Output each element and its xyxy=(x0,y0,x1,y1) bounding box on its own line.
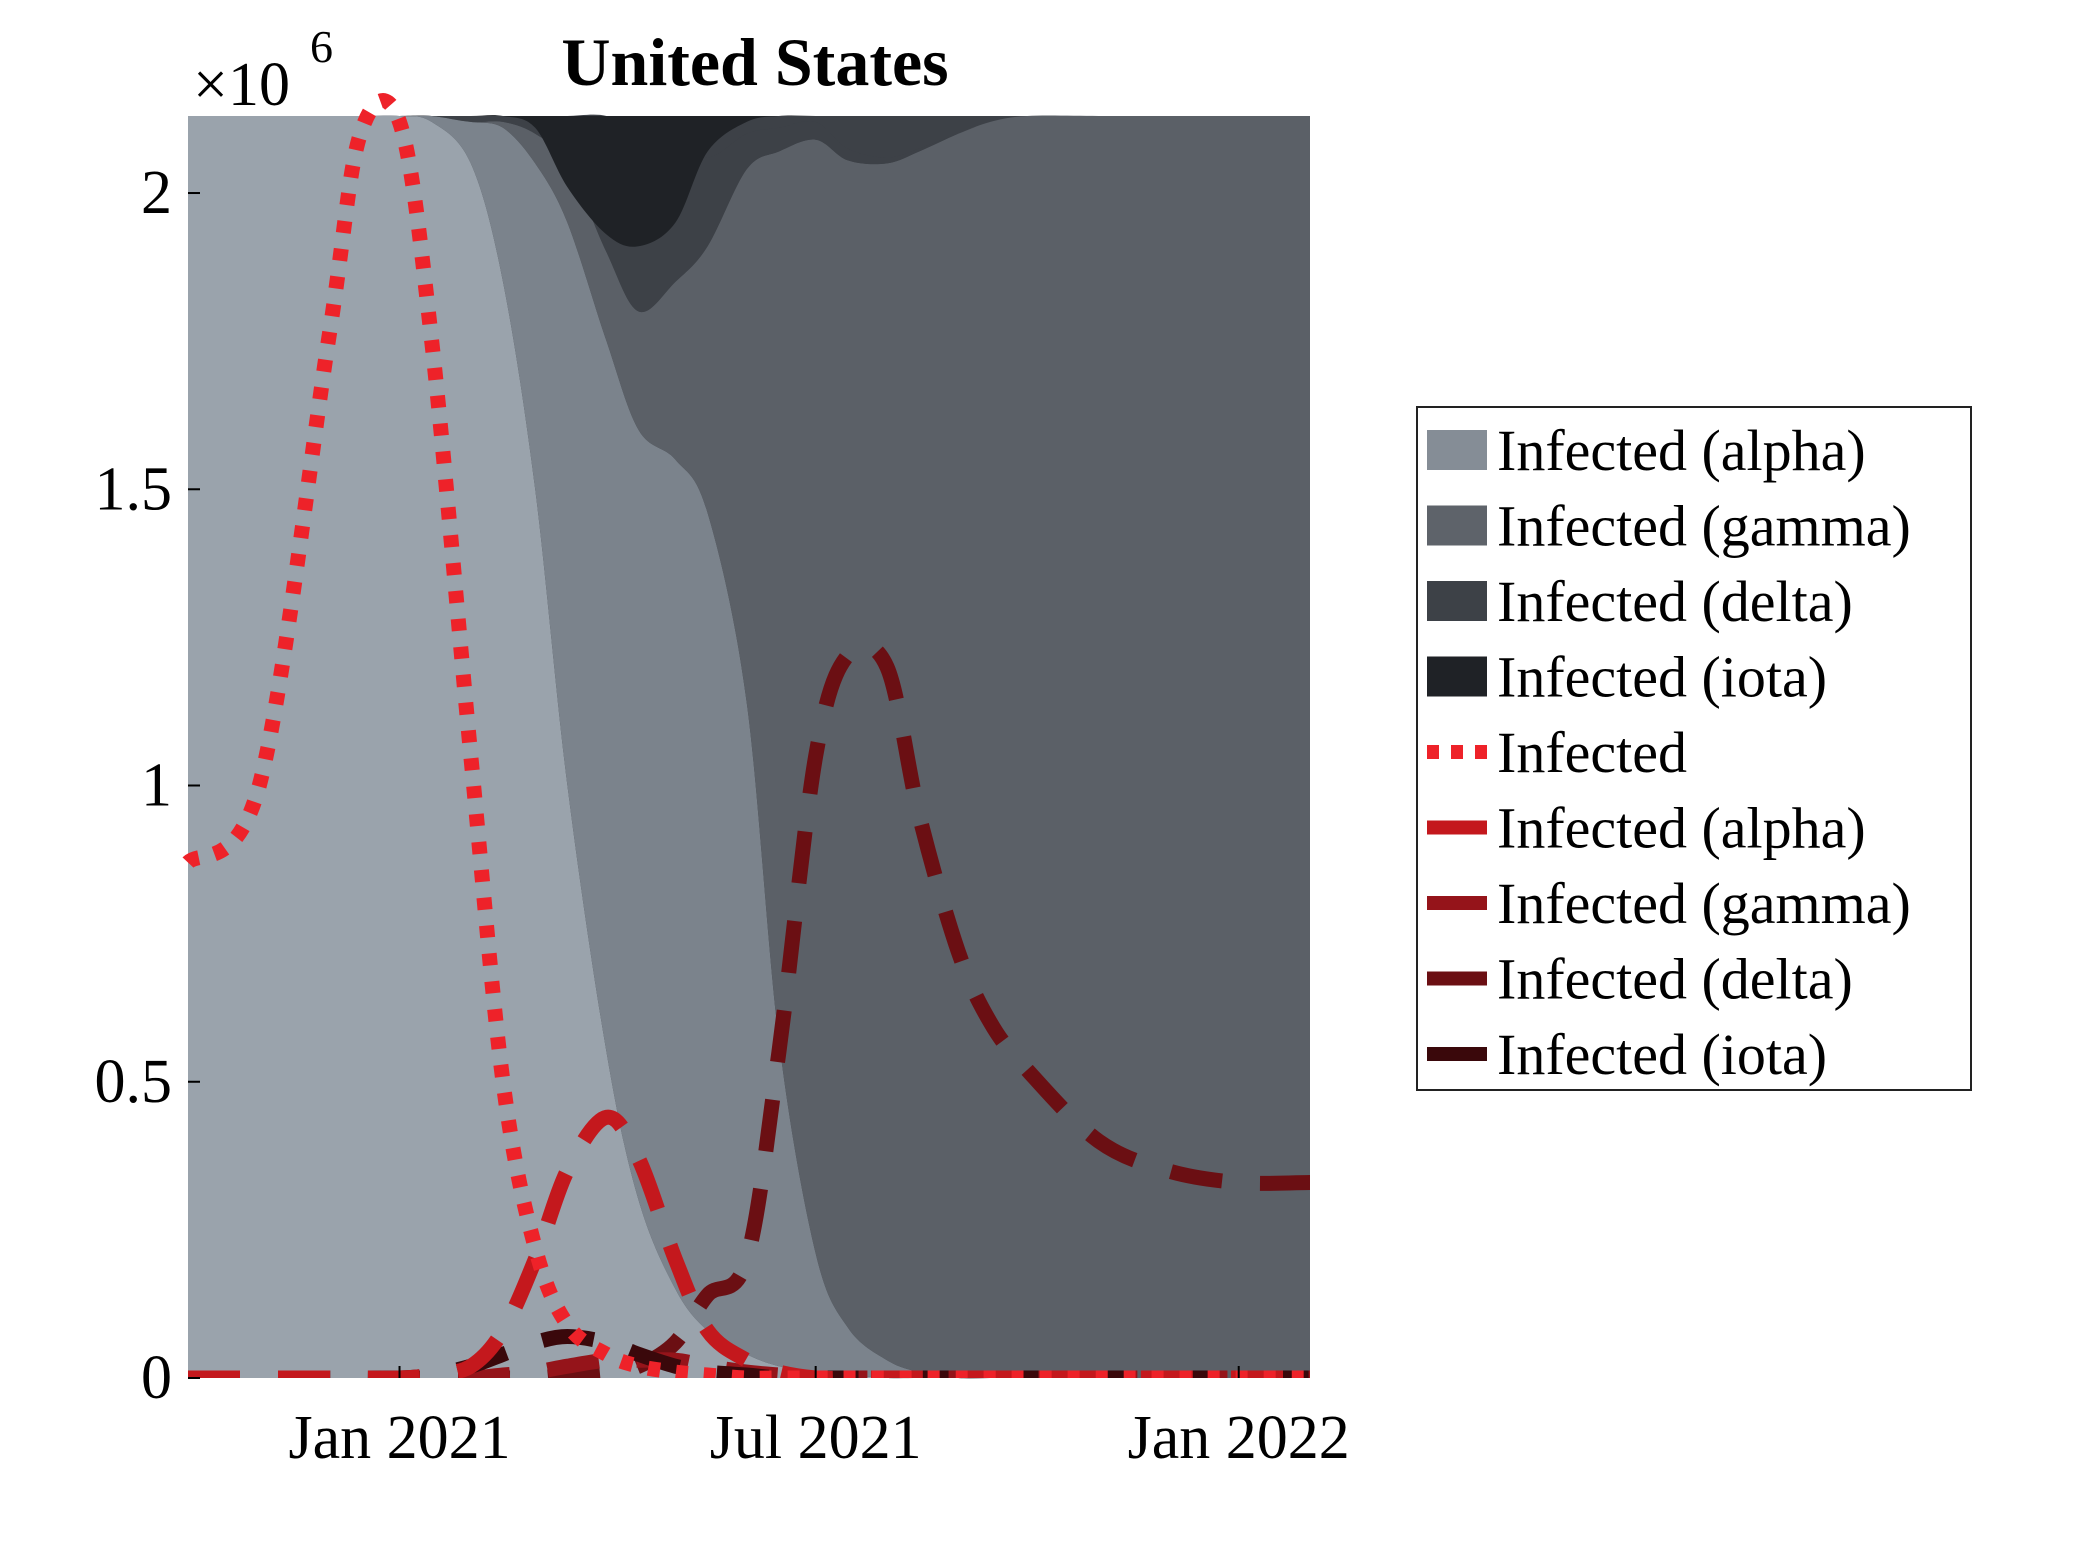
legend-entry-8: Infected (iota) xyxy=(1427,1022,1827,1087)
legend-label-5: Infected (alpha) xyxy=(1497,796,1866,861)
chart-title: United States xyxy=(561,24,948,100)
legend-label-7: Infected (delta) xyxy=(1497,947,1853,1012)
legend-entry-1: Infected (gamma) xyxy=(1427,494,1911,559)
legend-swatch-1 xyxy=(1427,505,1487,546)
legend-box xyxy=(1416,406,1972,1091)
y-exponent-power: 6 xyxy=(310,21,333,72)
series-lines xyxy=(182,93,1310,1378)
legend-swatch-2 xyxy=(1427,581,1487,621)
line-infected-0 xyxy=(182,93,1310,1378)
legend-label-6: Infected (gamma) xyxy=(1497,871,1911,936)
y-tick-label-0: 0 xyxy=(141,1344,172,1412)
line-infected-alpha--1 xyxy=(188,1109,1310,1378)
legend-entry-2: Infected (delta) xyxy=(1427,569,1853,634)
legend-swatch-3 xyxy=(1427,656,1487,697)
legend-entry-5: Infected (alpha) xyxy=(1427,796,1866,861)
legend-label-1: Infected (gamma) xyxy=(1497,494,1911,559)
area-infected-alpha--0 xyxy=(188,115,1310,1379)
stacked-areas xyxy=(188,114,1310,1379)
legend-label-3: Infected (iota) xyxy=(1497,645,1827,710)
area-infected-iota--3 xyxy=(188,114,1310,313)
legend-entry-4: Infected xyxy=(1427,720,1687,785)
y-exponent-base: ×10 xyxy=(193,51,290,119)
legend: Infected (alpha) Infected (gamma) Infected… xyxy=(1416,406,1972,1091)
legend-swatch-0 xyxy=(1427,430,1487,470)
legend-label-2: Infected (delta) xyxy=(1497,569,1853,634)
x-tick-label-2: Jan 2022 xyxy=(1128,1404,1350,1472)
area-infected-delta--2 xyxy=(188,115,1310,1379)
legend-entry-7: Infected (delta) xyxy=(1427,947,1853,1012)
y-tick-label-4: 2 xyxy=(141,159,172,227)
y-tick-label-2: 1 xyxy=(141,752,172,820)
line-infected-delta--3 xyxy=(188,637,1310,1378)
area-infected-gamma--1 xyxy=(188,115,1310,1379)
legend-entry-3: Infected (iota) xyxy=(1427,645,1827,710)
x-tick-label-1: Jul 2021 xyxy=(710,1404,922,1472)
y-tick-label-1: 0.5 xyxy=(95,1048,173,1116)
legend-entry-0: Infected (alpha) xyxy=(1427,418,1866,483)
axes: 0 0.5 1 1.5 2 Jan 2021 Jul 2021 Jan 2022 xyxy=(95,159,1350,1472)
legend-label-0: Infected (alpha) xyxy=(1497,418,1866,483)
legend-entry-6: Infected (gamma) xyxy=(1427,871,1911,936)
legend-label-8: Infected (iota) xyxy=(1497,1022,1827,1087)
y-tick-label-3: 1.5 xyxy=(95,455,173,523)
y-exponent-label: ×10 6 xyxy=(193,21,333,119)
legend-label-4: Infected xyxy=(1497,720,1687,785)
x-tick-label-0: Jan 2021 xyxy=(288,1404,510,1472)
